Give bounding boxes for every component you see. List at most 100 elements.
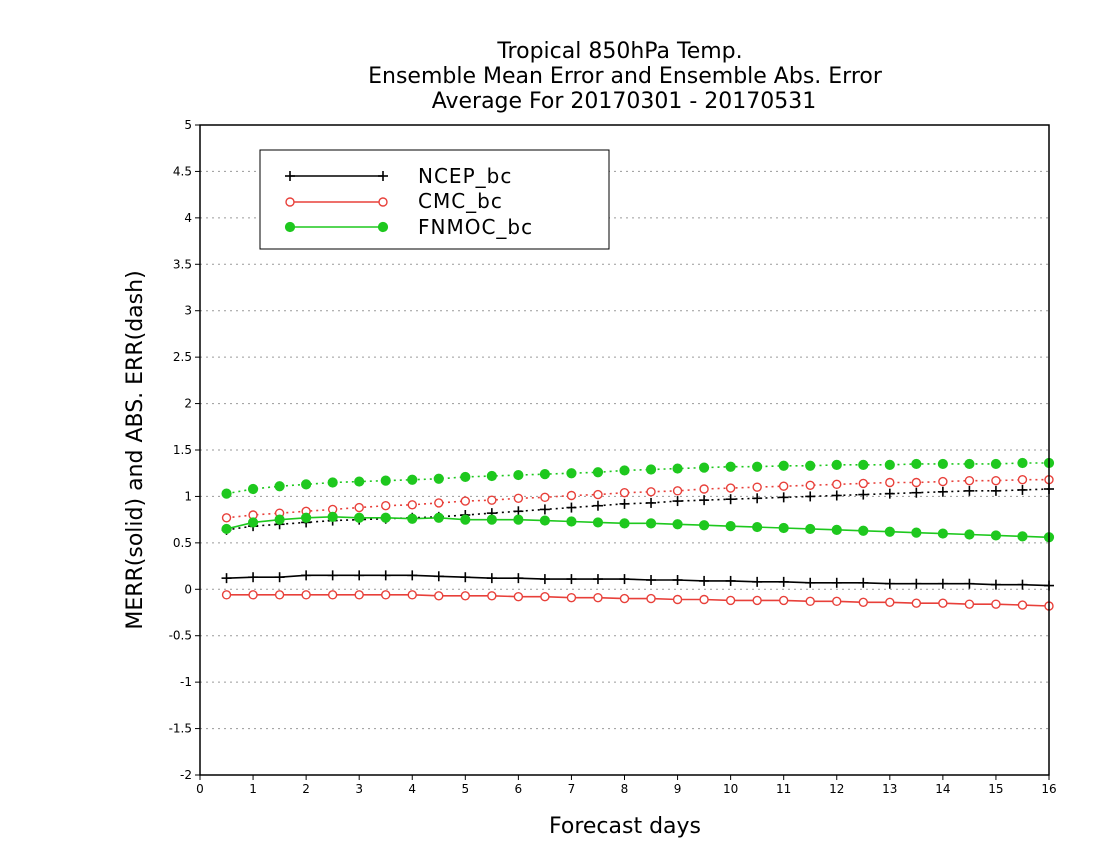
abs-err-point-ncep-bc <box>858 489 869 500</box>
abs-err-point-fnmoc-bc <box>301 479 312 490</box>
abs-err-point-ncep-bc <box>725 494 736 505</box>
merr-point-ncep-bc <box>672 575 683 585</box>
merr-point-cmc-bc <box>566 592 577 603</box>
merr-point-fnmoc-bc <box>645 518 657 529</box>
abs-err-point-ncep-bc <box>990 485 1001 496</box>
merr-point-fnmoc-bc <box>539 515 551 526</box>
x-tick-label: 13 <box>882 782 897 796</box>
abs-err-point-ncep-bc <box>964 485 975 496</box>
merr-point-fnmoc-bc <box>433 512 444 523</box>
y-tick-label: -0.5 <box>169 629 192 643</box>
abs-err-point-fnmoc-bc <box>354 476 365 487</box>
abs-err-point-fnmoc-bc <box>380 475 391 486</box>
merr-point-fnmoc-bc <box>937 528 948 539</box>
abs-err-point-cmc-bc <box>938 476 948 487</box>
y-tick-label: 0 <box>184 582 192 596</box>
merr-point-fnmoc-bc <box>301 512 312 523</box>
merr-point-ncep-bc <box>354 570 365 581</box>
merr-point-cmc-bc <box>725 595 736 606</box>
merr-point-cmc-bc <box>672 594 683 605</box>
axis-ticks: -2-1.5-1-0.500.511.522.533.544.550 1 2 3 4 5 6… <box>169 118 1057 796</box>
series-layer <box>221 457 1055 611</box>
abs-err-point-ncep-bc <box>619 498 630 509</box>
merr-point-ncep-bc <box>725 575 736 586</box>
merr-point-ncep-bc <box>566 574 577 585</box>
legend-sample-cmc <box>285 197 388 207</box>
merr-point-ncep-bc <box>1017 579 1028 590</box>
abs-err-point-ncep-bc <box>539 504 550 515</box>
chart-title-line-1: Tropical 850hPa Temp. <box>496 39 742 64</box>
merr-point-fnmoc-bc <box>964 529 975 540</box>
y-tick-label: 4 <box>184 211 192 225</box>
legend-sample-fnmoc <box>284 221 389 233</box>
merr-point-cmc-bc <box>938 598 948 608</box>
merr-point-cmc-bc <box>885 597 895 607</box>
x-tick-label: 10 <box>723 782 738 796</box>
merr-point-cmc-bc <box>858 597 868 607</box>
abs-err-point-fnmoc-bc <box>539 469 551 480</box>
abs-err-point-cmc-bc <box>593 489 603 500</box>
merr-point-fnmoc-bc <box>380 512 391 523</box>
abs-err-point-fnmoc-bc <box>433 473 444 484</box>
legend-marker <box>378 197 388 207</box>
abs-err-point-cmc-bc <box>858 478 868 489</box>
abs-err-point-cmc-bc <box>699 484 709 494</box>
merr-point-cmc-bc <box>752 595 762 606</box>
merr-point-fnmoc-bc <box>247 517 259 528</box>
x-tick-label: 2 <box>302 782 310 796</box>
merr-point-ncep-bc <box>248 572 259 583</box>
abs-err-point-fnmoc-bc <box>327 477 338 488</box>
legend-sample-ncep <box>285 171 388 181</box>
x-tick-label: 11 <box>776 782 791 796</box>
merr-point-ncep-bc <box>380 570 391 581</box>
y-tick-label: 2 <box>184 397 192 411</box>
merr-point-cmc-bc <box>778 595 789 606</box>
merr-point-fnmoc-bc <box>672 519 683 530</box>
x-tick-label: 15 <box>988 782 1003 796</box>
merr-point-ncep-bc <box>884 578 895 589</box>
y-tick-label: 4.5 <box>173 164 192 178</box>
merr-point-fnmoc-bc <box>592 517 604 528</box>
merr-point-ncep-bc <box>407 570 418 581</box>
merr-point-cmc-bc <box>1017 600 1028 610</box>
abs-err-point-fnmoc-bc <box>645 464 657 475</box>
merr-point-cmc-bc <box>274 590 285 600</box>
merr-line-ncep-bc <box>226 574 1050 587</box>
merr-point-ncep-bc <box>221 573 232 584</box>
merr-line-fnmoc-bc <box>226 516 1050 539</box>
merr-point-ncep-bc <box>619 574 630 585</box>
abs-err-point-fnmoc-bc <box>778 460 789 471</box>
merr-point-cmc-bc <box>911 598 922 608</box>
legend-marker <box>285 171 295 181</box>
merr-point-fnmoc-bc <box>460 514 471 525</box>
merr-point-fnmoc-bc <box>486 514 497 525</box>
abs-err-point-cmc-bc <box>646 487 656 497</box>
merr-point-fnmoc-bc <box>698 520 710 531</box>
merr-point-ncep-bc <box>646 575 657 585</box>
y-tick-label: 2.5 <box>173 350 192 364</box>
legend-label-cmc: CMC_bc <box>418 189 503 213</box>
chart-title-line-3: Average For 20170301 - 20170531 <box>432 89 817 114</box>
abs-err-point-fnmoc-bc <box>566 468 577 479</box>
merr-point-fnmoc-bc <box>778 522 789 534</box>
y-tick-label: 3.5 <box>173 257 192 271</box>
abs-err-point-cmc-bc <box>460 496 471 506</box>
abs-err-point-cmc-bc <box>778 481 789 491</box>
merr-point-cmc-bc <box>593 592 603 603</box>
x-tick-label: 6 <box>515 782 523 796</box>
x-tick-label: 8 <box>621 782 629 796</box>
merr-point-ncep-bc <box>964 578 975 589</box>
gridlines <box>200 170 1049 730</box>
abs-err-point-cmc-bc <box>991 475 1001 486</box>
chart-title-line-2: Ensemble Mean Error and Ensemble Abs. Er… <box>368 64 883 89</box>
merr-point-cmc-bc <box>964 599 975 609</box>
merr-point-cmc-bc <box>487 591 497 601</box>
merr-point-cmc-bc <box>381 590 391 600</box>
abs-err-point-fnmoc-bc <box>805 460 816 471</box>
legend-label-ncep: NCEP_bc <box>418 164 512 188</box>
abs-err-point-fnmoc-bc <box>990 458 1002 470</box>
x-tick-label: 12 <box>829 782 844 796</box>
series-cmc-bc <box>221 475 1054 611</box>
x-tick-label: 5 <box>461 782 469 796</box>
